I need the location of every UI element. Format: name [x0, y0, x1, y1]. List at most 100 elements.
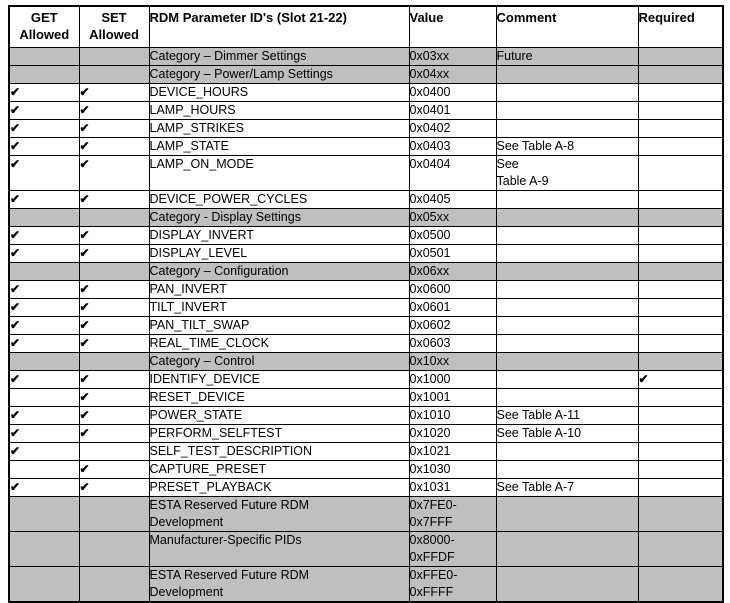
cell-set-allowed	[78, 566, 150, 603]
table-row: ✔ ✔ DISPLAY_INVERT 0x0500	[8, 226, 724, 245]
cell-get-allowed: ✔	[8, 316, 80, 335]
cell-set-allowed-text: ✔	[79, 318, 90, 332]
cell-required	[637, 478, 724, 497]
table-row: ✔ ✔ IDENTIFY_DEVICE 0x1000 ✔	[8, 370, 724, 389]
cell-parameter-id-text: Category – Configuration	[149, 264, 289, 278]
cell-parameter-id-text: LAMP_STRIKES	[149, 121, 244, 135]
cell-parameter-id: Category - Display Settings	[148, 208, 410, 227]
cell-comment	[495, 244, 639, 263]
cell-required	[637, 352, 724, 371]
cell-comment	[495, 208, 639, 227]
cell-value: 0x1021	[408, 442, 497, 461]
cell-parameter-id-text: DEVICE_HOURS	[149, 85, 249, 99]
cell-value: 0x0601	[408, 298, 497, 317]
cell-required	[637, 262, 724, 281]
cell-set-allowed: ✔	[78, 244, 150, 263]
cell-comment: Future	[495, 47, 639, 66]
cell-get-allowed-text: ✔	[10, 336, 21, 350]
table-row: ESTA Reserved Future RDM Development 0x7FE…	[8, 496, 724, 532]
cell-parameter-id: Category – Control	[148, 352, 410, 371]
table-row: Manufacturer-Specific PIDs 0x8000- 0xFFDF	[8, 531, 724, 567]
cell-set-allowed: ✔	[78, 406, 150, 425]
cell-value: 0x0401	[408, 101, 497, 120]
table-row: Category – Dimmer Settings 0x03xx Future	[8, 47, 724, 66]
cell-set-allowed-text: ✔	[79, 480, 90, 494]
cell-value: 0x1020	[408, 424, 497, 443]
cell-get-allowed-text: ✔	[10, 318, 21, 332]
cell-parameter-id: DISPLAY_LEVEL	[148, 244, 410, 263]
cell-value-text: 0x1031	[409, 480, 451, 494]
cell-parameter-id-text: DISPLAY_INVERT	[149, 228, 254, 242]
cell-required	[637, 244, 724, 263]
cell-get-allowed-text: ✔	[10, 157, 21, 171]
cell-parameter-id: LAMP_HOURS	[148, 101, 410, 120]
cell-parameter-id-text: Category - Display Settings	[149, 210, 301, 224]
cell-parameter-id: REAL_TIME_CLOCK	[148, 334, 410, 353]
cell-comment	[495, 190, 639, 209]
cell-value-text: 0x06xx	[409, 264, 450, 278]
cell-parameter-id-text: Category – Dimmer Settings	[149, 49, 307, 63]
cell-value-text: 0x0403	[409, 139, 451, 153]
cell-value-text: 0x0402	[409, 121, 451, 135]
cell-set-allowed: ✔	[78, 370, 150, 389]
column-header-get-allowed: GET Allowed	[8, 5, 80, 48]
cell-get-allowed-text: ✔	[10, 228, 21, 242]
cell-parameter-id-text: PAN_INVERT	[149, 282, 227, 296]
cell-get-allowed: ✔	[8, 226, 80, 245]
cell-get-allowed-text: ✔	[10, 480, 21, 494]
cell-parameter-id: Category – Power/Lamp Settings	[148, 65, 410, 84]
cell-get-allowed: ✔	[8, 370, 80, 389]
cell-get-allowed	[8, 566, 80, 603]
cell-comment: See Table A-9	[495, 155, 639, 191]
cell-value-text: 0x0501	[409, 246, 451, 260]
cell-set-allowed-text: ✔	[79, 85, 90, 99]
cell-value-text: 0x1021	[409, 444, 451, 458]
cell-value: 0x1031	[408, 478, 497, 497]
table-row: Category - Display Settings 0x05xx	[8, 208, 724, 227]
cell-comment	[495, 65, 639, 84]
cell-value-text: 0x1000	[409, 372, 451, 386]
cell-get-allowed-text: ✔	[10, 426, 21, 440]
cell-comment	[495, 119, 639, 138]
cell-set-allowed-text: ✔	[79, 228, 90, 242]
cell-set-allowed	[78, 208, 150, 227]
cell-parameter-id-text: Manufacturer-Specific PIDs	[149, 533, 302, 547]
cell-get-allowed-text: ✔	[10, 444, 21, 458]
cell-parameter-id-text: PAN_TILT_SWAP	[149, 318, 250, 332]
cell-parameter-id: POWER_STATE	[148, 406, 410, 425]
cell-comment-text: See Table A-11	[496, 408, 581, 422]
cell-parameter-id-text: REAL_TIME_CLOCK	[149, 336, 269, 350]
cell-value-text: 0x0500	[409, 228, 451, 242]
cell-set-allowed: ✔	[78, 334, 150, 353]
cell-value: 0x0602	[408, 316, 497, 335]
cell-comment: See Table A-7	[495, 478, 639, 497]
cell-get-allowed: ✔	[8, 334, 80, 353]
cell-set-allowed-text: ✔	[79, 408, 90, 422]
cell-get-allowed	[8, 531, 80, 567]
cell-value: 0x0402	[408, 119, 497, 138]
cell-set-allowed: ✔	[78, 460, 150, 479]
table-row: Category – Control 0x10xx	[8, 352, 724, 371]
cell-get-allowed: ✔	[8, 119, 80, 138]
cell-parameter-id-text: Category – Power/Lamp Settings	[149, 67, 333, 81]
cell-comment-text: See Table A-10	[496, 426, 582, 440]
table-row: ✔ ✔ PERFORM_SELFTEST 0x1020 See Table A-10	[8, 424, 724, 443]
cell-required	[637, 137, 724, 156]
cell-value-text: 0x8000-	[409, 533, 455, 547]
cell-parameter-id-text: PERFORM_SELFTEST	[149, 426, 283, 440]
cell-comment	[495, 566, 639, 603]
cell-parameter-id-text: POWER_STATE	[149, 408, 243, 422]
table-row: ✔ ✔ DEVICE_HOURS 0x0400	[8, 83, 724, 102]
cell-parameter-id-text: LAMP_STATE	[149, 139, 229, 153]
cell-set-allowed	[78, 442, 150, 461]
cell-set-allowed: ✔	[78, 478, 150, 497]
column-header-set-allowed: SET Allowed	[78, 5, 150, 48]
cell-get-allowed-text: ✔	[10, 85, 21, 99]
cell-parameter-id: LAMP_ON_MODE	[148, 155, 410, 191]
table-row: ✔ ✔ REAL_TIME_CLOCK 0x0603	[8, 334, 724, 353]
cell-value-text: 0x1001	[409, 390, 451, 404]
cell-value: 0x0404	[408, 155, 497, 191]
cell-required	[637, 496, 724, 532]
cell-parameter-id: CAPTURE_PRESET	[148, 460, 410, 479]
cell-set-allowed: ✔	[78, 190, 150, 209]
